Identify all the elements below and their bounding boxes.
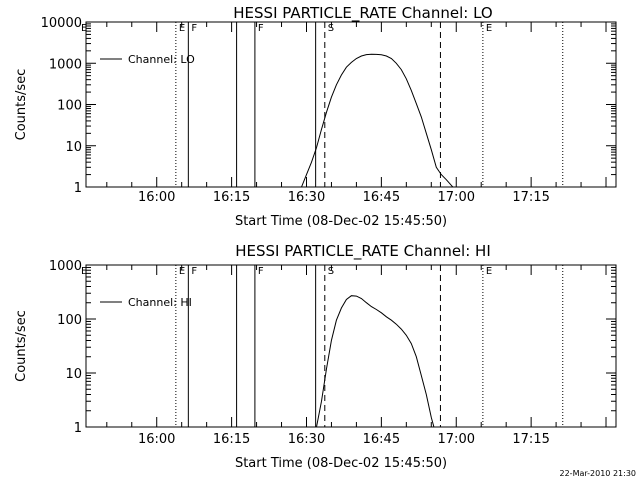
y-tick-label: 100: [57, 99, 82, 114]
chart-title: HESSI PARTICLE_RATE Channel: LO: [233, 4, 492, 23]
x-tick-label: 16:45: [363, 190, 400, 205]
panel-hi: HESSI PARTICLE_RATE Channel: HI Counts/se…: [14, 242, 617, 471]
x-tick-label: 16:30: [288, 190, 325, 205]
x-tick-label: 16:15: [213, 190, 250, 205]
x-axis-label: Start Time (08-Dec-02 15:45:50): [235, 456, 447, 471]
x-tick-label: 16:45: [363, 432, 400, 447]
x-tick-label: 16:15: [213, 432, 250, 447]
y-tick-label: 10: [65, 367, 82, 382]
legend-label: Channel: LO: [128, 53, 195, 66]
legend-label: Channel: HI: [128, 296, 192, 309]
y-tick-label: 1000: [49, 259, 82, 274]
x-tick-label: 17:00: [438, 432, 475, 447]
x-tick-label: 16:00: [138, 432, 175, 447]
time-marker-label: S: [328, 266, 334, 277]
y-tick-label: 1000: [49, 57, 82, 72]
y-tick-label: 1: [74, 181, 82, 196]
y-tick-label: 10000: [41, 16, 82, 31]
time-marker-label: E: [179, 266, 185, 277]
frame-corner-marker-label: E: [81, 23, 87, 34]
x-axis-label: Start Time (08-Dec-02 15:45:50): [235, 214, 447, 229]
x-tick-label: 17:15: [512, 190, 549, 205]
y-tick-label: 100: [57, 313, 82, 328]
plot-frame: [85, 264, 617, 428]
y-axis-label: Counts/sec: [14, 310, 29, 382]
time-marker-label: F: [258, 266, 264, 277]
y-tick-label: 1: [74, 421, 82, 436]
plot-frame: [85, 21, 617, 188]
time-marker-label: F: [191, 23, 197, 34]
series-line: [301, 53, 454, 187]
x-tick-label: 17:00: [438, 190, 475, 205]
time-marker-label: E: [486, 23, 492, 34]
y-axis-label: Counts/sec: [14, 69, 29, 141]
y-tick-label: 10: [65, 140, 82, 155]
time-marker-label: F: [191, 266, 197, 277]
time-marker-label: E: [486, 266, 492, 277]
x-tick-label: 16:00: [138, 190, 175, 205]
x-tick-label: 17:15: [512, 432, 549, 447]
chart-title: HESSI PARTICLE_RATE Channel: HI: [235, 242, 491, 261]
series-line: [316, 295, 435, 427]
x-tick-label: 16:30: [288, 432, 325, 447]
time-marker-label: F: [258, 23, 264, 34]
time-marker-label: S: [328, 23, 334, 34]
panel-lo: HESSI PARTICLE_RATE Channel: LO Counts/se…: [14, 4, 617, 229]
time-marker-label: E: [179, 23, 185, 34]
generation-timestamp: 22-Mar-2010 21:30: [560, 469, 637, 478]
frame-corner-marker-label: E: [81, 266, 87, 277]
